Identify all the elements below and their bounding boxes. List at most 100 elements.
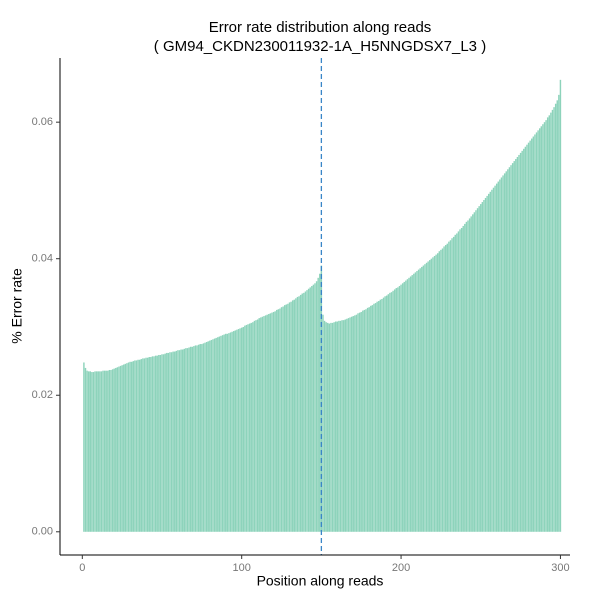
bar (272, 311, 275, 532)
bar (342, 320, 345, 532)
bar (217, 337, 219, 532)
bar (142, 358, 144, 532)
bar (105, 370, 107, 532)
bar (89, 371, 91, 532)
bar (220, 335, 222, 532)
bar (349, 317, 351, 532)
bar (558, 94, 560, 532)
bar (363, 309, 366, 532)
bar (371, 305, 374, 532)
bar (268, 314, 270, 532)
bar (395, 288, 397, 532)
bar (507, 169, 509, 532)
bar (153, 356, 155, 532)
bar (99, 371, 101, 532)
bar (409, 276, 412, 532)
bar (199, 344, 201, 532)
bar (204, 342, 206, 532)
bar (159, 354, 162, 532)
bar (91, 372, 93, 532)
bar (225, 333, 227, 532)
bar (366, 307, 369, 532)
bar (374, 303, 377, 532)
bar (462, 225, 464, 532)
bar (381, 298, 383, 532)
bar (221, 335, 224, 532)
bar (237, 329, 240, 532)
bar (422, 265, 425, 532)
bar (143, 358, 146, 532)
bar (84, 367, 87, 532)
bar (177, 350, 179, 532)
bar (437, 253, 439, 532)
bar (247, 324, 249, 532)
bar (212, 339, 214, 532)
bar (393, 289, 396, 532)
bar (228, 333, 230, 532)
bar (390, 292, 393, 532)
bar (261, 316, 264, 532)
bar (397, 287, 399, 532)
bar (156, 355, 158, 532)
bar (503, 173, 506, 532)
bar (440, 249, 442, 532)
bar (354, 315, 356, 532)
bar (290, 301, 292, 532)
bar (524, 146, 527, 532)
bar (347, 318, 350, 532)
bar (113, 368, 115, 532)
bar (401, 283, 404, 532)
bar (296, 296, 299, 532)
bar (162, 354, 165, 532)
bar (408, 277, 410, 532)
bar (532, 136, 535, 532)
bar (542, 124, 544, 532)
bar (115, 367, 117, 532)
bar (476, 208, 479, 532)
bar (339, 320, 342, 532)
bar (556, 100, 558, 532)
bar (553, 107, 555, 532)
bar (472, 214, 474, 532)
bar (416, 271, 418, 532)
bar (258, 318, 260, 532)
bar (255, 320, 257, 532)
bar (188, 347, 190, 532)
bar (253, 320, 256, 532)
bar (467, 220, 469, 532)
bar (298, 296, 300, 532)
bar (392, 290, 394, 532)
bar (379, 299, 382, 532)
bar (299, 294, 302, 532)
bar (414, 272, 417, 532)
bar (121, 365, 123, 532)
bar (134, 360, 136, 532)
bar (527, 142, 530, 532)
bar (100, 371, 103, 532)
bar (309, 287, 311, 532)
y-tick-label: 0.02 (32, 389, 53, 401)
bar (424, 264, 426, 532)
bar (400, 284, 402, 532)
bar (154, 355, 157, 532)
bar (284, 305, 286, 532)
bar (331, 322, 334, 532)
bar (540, 126, 543, 532)
y-tick-label: 0.00 (32, 526, 53, 538)
bar (417, 269, 420, 532)
bar (148, 357, 150, 532)
bar (403, 281, 405, 532)
bar (138, 359, 141, 532)
bar (443, 246, 445, 532)
bar (497, 181, 499, 532)
bar (116, 367, 119, 532)
bar (218, 336, 221, 532)
bar (486, 195, 488, 532)
bar (535, 132, 538, 532)
bar (244, 325, 246, 532)
x-tick-label: 200 (392, 562, 410, 574)
bar (451, 238, 453, 532)
bar (183, 348, 186, 532)
bar (328, 323, 331, 532)
